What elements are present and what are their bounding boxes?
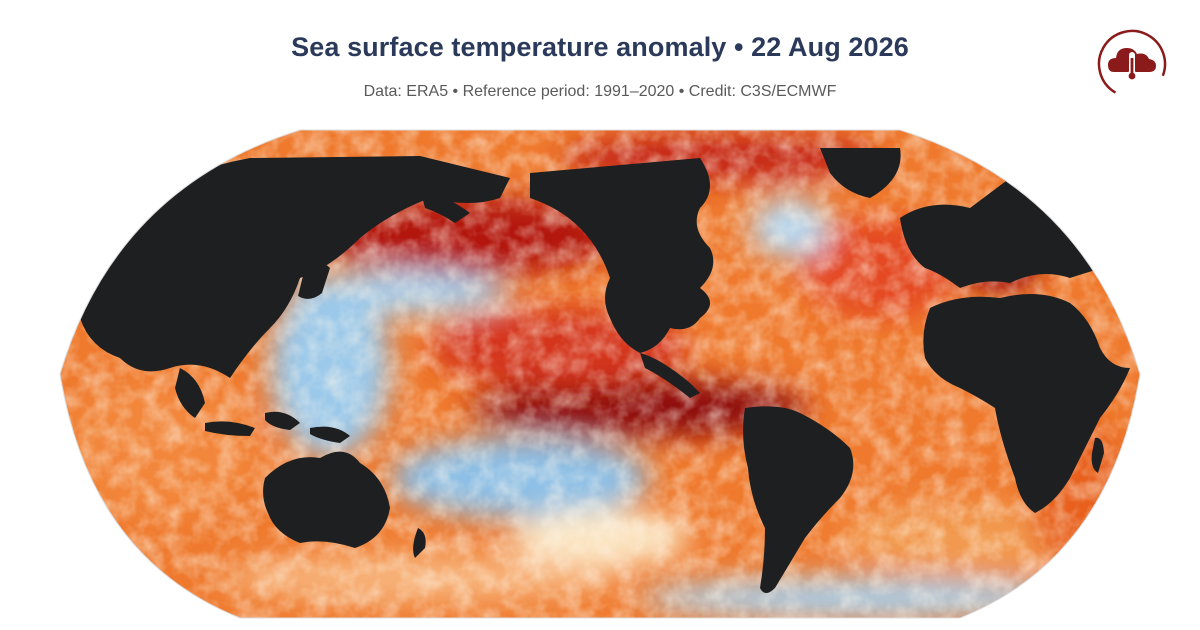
land-masses: [60, 148, 1140, 593]
ocean-anomaly-field: [60, 130, 1140, 618]
page-title: Sea surface temperature anomaly • 22 Aug…: [291, 32, 909, 62]
cloud-thermometer-icon: [1094, 26, 1170, 102]
world-map: [0, 118, 1200, 630]
globe-outline: [59, 129, 1141, 619]
chart-header: Sea surface temperature anomaly • 22 Aug…: [0, 0, 1200, 120]
page-subtitle: Data: ERA5 • Reference period: 1991–2020…: [363, 83, 837, 100]
